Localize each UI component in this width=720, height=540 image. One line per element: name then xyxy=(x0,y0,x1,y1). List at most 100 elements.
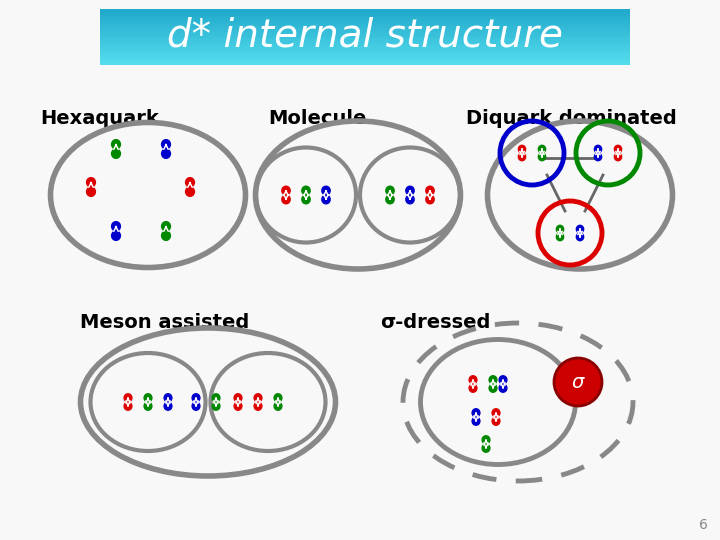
Text: Molecule: Molecule xyxy=(268,109,366,127)
Ellipse shape xyxy=(406,186,414,195)
Ellipse shape xyxy=(482,436,490,444)
Ellipse shape xyxy=(144,394,152,402)
Ellipse shape xyxy=(212,402,220,410)
FancyBboxPatch shape xyxy=(100,37,630,39)
Ellipse shape xyxy=(557,233,564,241)
Ellipse shape xyxy=(112,140,120,149)
Ellipse shape xyxy=(192,402,200,410)
FancyBboxPatch shape xyxy=(100,48,630,50)
Ellipse shape xyxy=(322,186,330,195)
FancyBboxPatch shape xyxy=(100,60,630,63)
FancyBboxPatch shape xyxy=(100,15,630,17)
Ellipse shape xyxy=(282,195,290,204)
Ellipse shape xyxy=(472,417,480,426)
Ellipse shape xyxy=(124,394,132,402)
FancyBboxPatch shape xyxy=(100,33,630,36)
Ellipse shape xyxy=(539,153,546,161)
Ellipse shape xyxy=(186,187,194,197)
FancyBboxPatch shape xyxy=(100,28,630,30)
FancyBboxPatch shape xyxy=(100,9,630,12)
Ellipse shape xyxy=(322,195,330,204)
Ellipse shape xyxy=(499,376,507,384)
FancyBboxPatch shape xyxy=(100,44,630,46)
Ellipse shape xyxy=(302,186,310,195)
FancyBboxPatch shape xyxy=(100,18,630,21)
Ellipse shape xyxy=(254,394,262,402)
FancyBboxPatch shape xyxy=(100,42,630,45)
Text: Hexaquark: Hexaquark xyxy=(40,109,158,127)
FancyBboxPatch shape xyxy=(100,51,630,54)
FancyBboxPatch shape xyxy=(100,58,630,62)
Ellipse shape xyxy=(234,394,242,402)
Ellipse shape xyxy=(518,145,526,153)
FancyBboxPatch shape xyxy=(100,12,630,16)
Ellipse shape xyxy=(161,221,171,231)
Ellipse shape xyxy=(86,178,96,187)
Ellipse shape xyxy=(274,394,282,402)
Ellipse shape xyxy=(595,145,602,153)
Ellipse shape xyxy=(469,376,477,384)
FancyBboxPatch shape xyxy=(100,49,630,52)
Ellipse shape xyxy=(614,153,621,161)
FancyBboxPatch shape xyxy=(100,16,630,19)
Ellipse shape xyxy=(489,376,497,384)
Ellipse shape xyxy=(557,225,564,233)
FancyBboxPatch shape xyxy=(100,40,630,43)
Ellipse shape xyxy=(112,149,120,158)
Ellipse shape xyxy=(302,195,310,204)
Ellipse shape xyxy=(426,195,434,204)
FancyBboxPatch shape xyxy=(100,35,630,37)
FancyBboxPatch shape xyxy=(100,46,630,49)
Text: Meson assisted: Meson assisted xyxy=(80,313,249,332)
Ellipse shape xyxy=(112,221,120,231)
Text: σ-dressed: σ-dressed xyxy=(380,313,490,332)
Ellipse shape xyxy=(499,384,507,392)
Ellipse shape xyxy=(164,394,172,402)
Ellipse shape xyxy=(254,402,262,410)
Ellipse shape xyxy=(386,186,394,195)
Ellipse shape xyxy=(386,195,394,204)
FancyBboxPatch shape xyxy=(100,38,630,41)
Ellipse shape xyxy=(86,187,96,197)
FancyBboxPatch shape xyxy=(100,25,630,28)
FancyBboxPatch shape xyxy=(100,20,630,23)
Ellipse shape xyxy=(212,394,220,402)
Ellipse shape xyxy=(577,233,584,241)
Ellipse shape xyxy=(282,186,290,195)
Ellipse shape xyxy=(406,195,414,204)
FancyBboxPatch shape xyxy=(100,55,630,58)
Ellipse shape xyxy=(489,384,497,392)
Ellipse shape xyxy=(161,149,171,158)
Ellipse shape xyxy=(492,409,500,417)
FancyBboxPatch shape xyxy=(100,57,630,59)
FancyBboxPatch shape xyxy=(100,11,630,14)
Ellipse shape xyxy=(472,409,480,417)
Ellipse shape xyxy=(577,225,584,233)
Circle shape xyxy=(554,358,602,406)
FancyBboxPatch shape xyxy=(100,31,630,34)
Ellipse shape xyxy=(124,402,132,410)
FancyBboxPatch shape xyxy=(100,29,630,32)
Ellipse shape xyxy=(614,145,621,153)
Text: Diquark dominated: Diquark dominated xyxy=(466,109,677,127)
Text: 6: 6 xyxy=(699,518,708,532)
FancyBboxPatch shape xyxy=(100,22,630,25)
Ellipse shape xyxy=(161,231,171,240)
Ellipse shape xyxy=(164,402,172,410)
Ellipse shape xyxy=(234,402,242,410)
Ellipse shape xyxy=(469,384,477,392)
Ellipse shape xyxy=(161,140,171,149)
FancyBboxPatch shape xyxy=(100,62,630,65)
Ellipse shape xyxy=(539,145,546,153)
Ellipse shape xyxy=(426,186,434,195)
Ellipse shape xyxy=(595,153,602,161)
Ellipse shape xyxy=(144,402,152,410)
Ellipse shape xyxy=(492,417,500,426)
Ellipse shape xyxy=(186,178,194,187)
FancyBboxPatch shape xyxy=(100,24,630,26)
Text: $\sigma$: $\sigma$ xyxy=(570,373,585,392)
Ellipse shape xyxy=(518,153,526,161)
Ellipse shape xyxy=(274,402,282,410)
Ellipse shape xyxy=(192,394,200,402)
Ellipse shape xyxy=(482,444,490,453)
